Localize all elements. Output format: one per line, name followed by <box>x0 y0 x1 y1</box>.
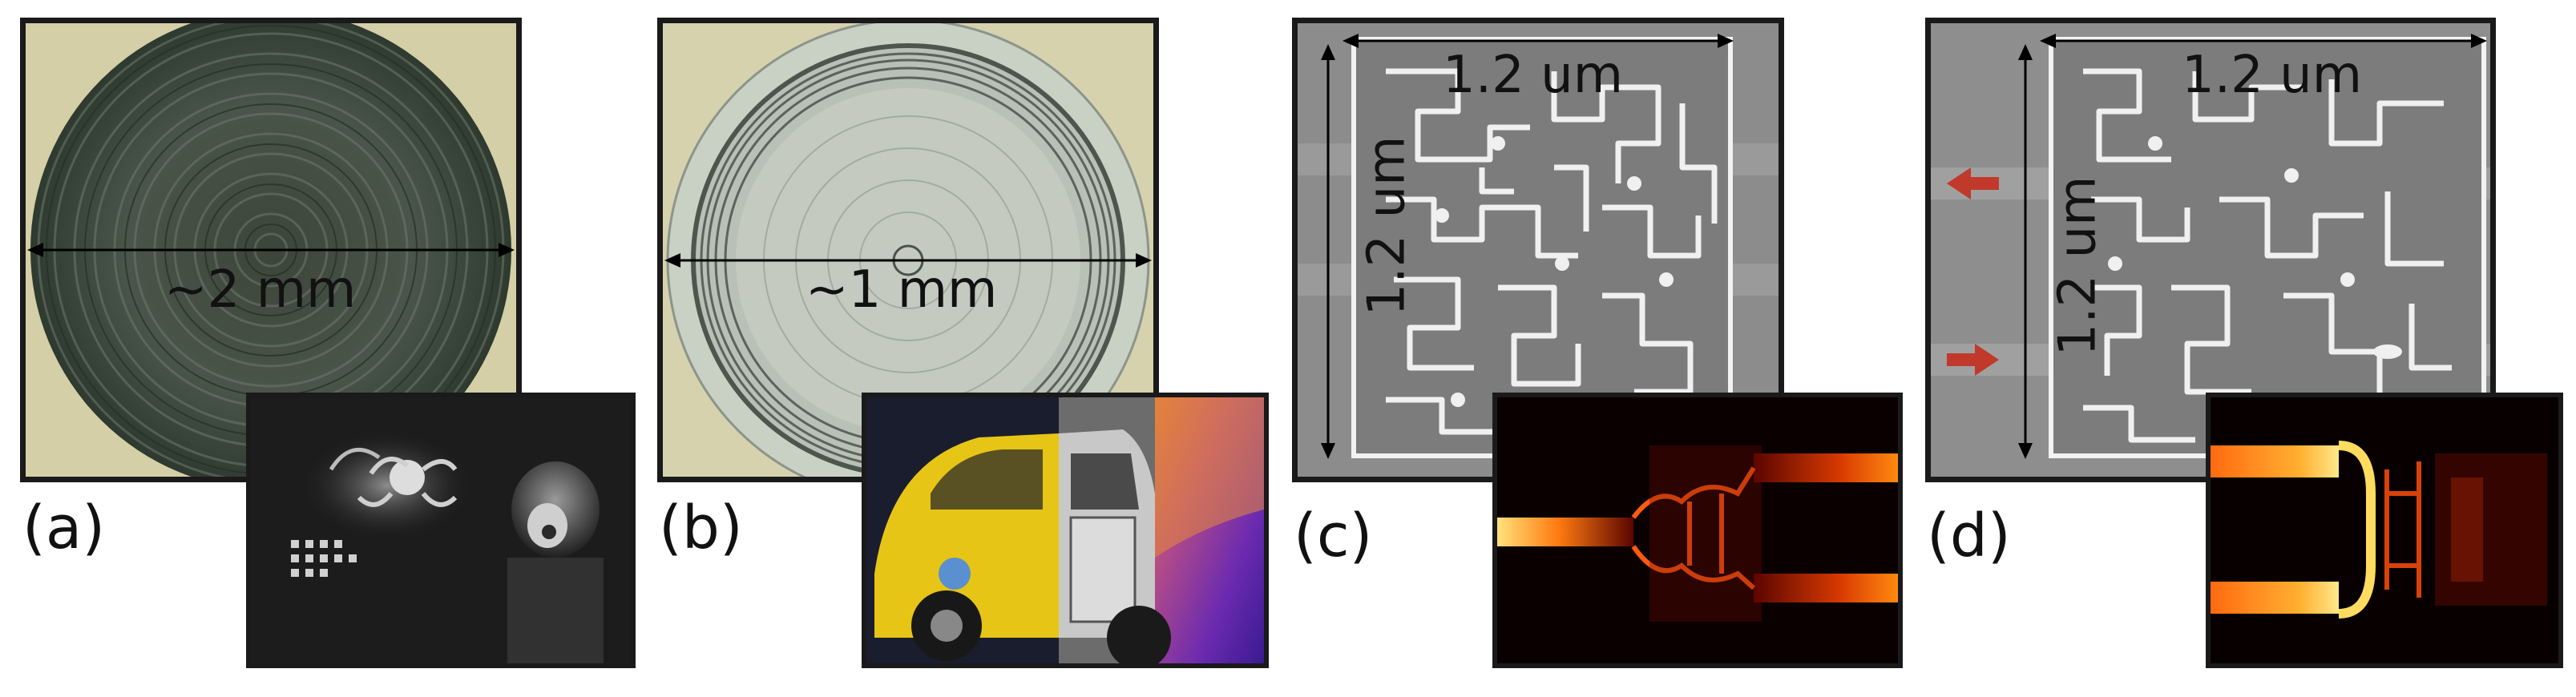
dimension-label-d-y: 1.2 um <box>2048 175 2108 357</box>
inset-a-octopus-scene <box>246 393 636 668</box>
octopus-scene-image <box>251 397 631 663</box>
fresnel-lens-image <box>27 23 515 477</box>
field-intensity-image <box>1497 397 1898 663</box>
panel-label-a: (a) <box>22 494 106 562</box>
dimension-label-c-x: 1.2 um <box>1443 46 1624 105</box>
input-arrow-icons <box>1947 167 1999 376</box>
thin-lens-image <box>664 23 1152 477</box>
panel-label-d: (d) <box>1927 502 2011 570</box>
field-intensity-image <box>2211 397 2558 663</box>
inset-d-field-intensity <box>2206 393 2563 668</box>
dimension-label-a: ~2 mm <box>164 260 357 320</box>
car-scene-image <box>866 397 1264 663</box>
sem-device-image <box>1298 23 1779 477</box>
inset-c-field-intensity <box>1492 393 1903 668</box>
panel-a-lens-photo <box>20 18 522 482</box>
inset-b-car-scene <box>862 393 1269 668</box>
dimension-label-c-y: 1.2 um <box>1357 135 1417 316</box>
dimension-label-d-x: 1.2 um <box>2182 46 2363 105</box>
panel-b-lens-photo <box>657 18 1159 482</box>
dimension-label-b: ~1 mm <box>806 260 998 320</box>
panel-label-c: (c) <box>1294 502 1373 570</box>
panel-label-b: (b) <box>659 494 743 562</box>
